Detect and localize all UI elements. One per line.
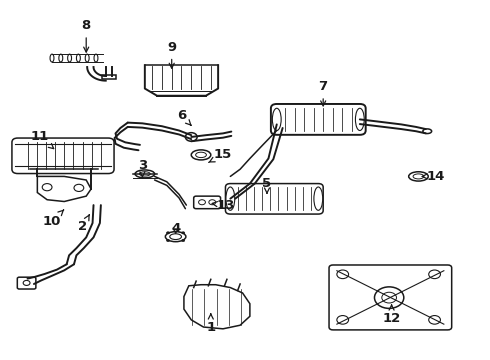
Circle shape: [185, 133, 197, 141]
Text: 1: 1: [206, 314, 216, 333]
Text: 8: 8: [81, 19, 91, 52]
Ellipse shape: [76, 54, 80, 62]
FancyBboxPatch shape: [225, 184, 323, 214]
Text: 2: 2: [78, 215, 89, 233]
Polygon shape: [37, 176, 91, 202]
Ellipse shape: [140, 172, 150, 176]
Text: 15: 15: [209, 148, 232, 162]
Ellipse shape: [226, 187, 235, 210]
Circle shape: [167, 239, 170, 242]
Ellipse shape: [165, 231, 186, 242]
Circle shape: [209, 200, 216, 205]
Circle shape: [382, 292, 396, 303]
Text: 14: 14: [422, 170, 445, 183]
Ellipse shape: [413, 174, 424, 179]
Text: 3: 3: [138, 159, 147, 178]
Text: 10: 10: [43, 210, 64, 228]
Circle shape: [429, 270, 441, 279]
Text: 9: 9: [167, 41, 176, 68]
FancyBboxPatch shape: [271, 104, 366, 135]
Text: 7: 7: [318, 80, 328, 106]
Circle shape: [167, 232, 170, 234]
Ellipse shape: [314, 187, 323, 210]
Circle shape: [42, 184, 52, 191]
Ellipse shape: [170, 234, 181, 239]
Ellipse shape: [59, 54, 63, 62]
Ellipse shape: [135, 170, 155, 178]
Ellipse shape: [272, 108, 281, 131]
Text: 12: 12: [383, 305, 401, 325]
Circle shape: [182, 239, 185, 242]
Circle shape: [198, 200, 205, 205]
Ellipse shape: [68, 54, 72, 62]
FancyBboxPatch shape: [194, 196, 220, 209]
Ellipse shape: [191, 150, 211, 160]
Circle shape: [337, 270, 348, 279]
Polygon shape: [184, 285, 250, 329]
Ellipse shape: [196, 152, 206, 158]
Ellipse shape: [355, 108, 364, 131]
Circle shape: [429, 316, 441, 324]
Ellipse shape: [409, 172, 428, 181]
Ellipse shape: [94, 54, 98, 62]
Text: 6: 6: [177, 109, 191, 125]
Circle shape: [23, 280, 30, 285]
Circle shape: [74, 184, 84, 192]
Circle shape: [337, 316, 348, 324]
Text: 11: 11: [31, 130, 54, 149]
Text: 5: 5: [263, 177, 271, 193]
Circle shape: [374, 287, 404, 309]
Text: 4: 4: [171, 222, 180, 235]
FancyBboxPatch shape: [17, 277, 36, 289]
FancyBboxPatch shape: [329, 265, 452, 330]
Ellipse shape: [423, 129, 432, 134]
Ellipse shape: [50, 54, 54, 62]
Text: 13: 13: [212, 199, 235, 212]
Circle shape: [182, 232, 185, 234]
Ellipse shape: [85, 54, 89, 62]
FancyBboxPatch shape: [12, 138, 114, 174]
Bar: [102, 75, 116, 79]
